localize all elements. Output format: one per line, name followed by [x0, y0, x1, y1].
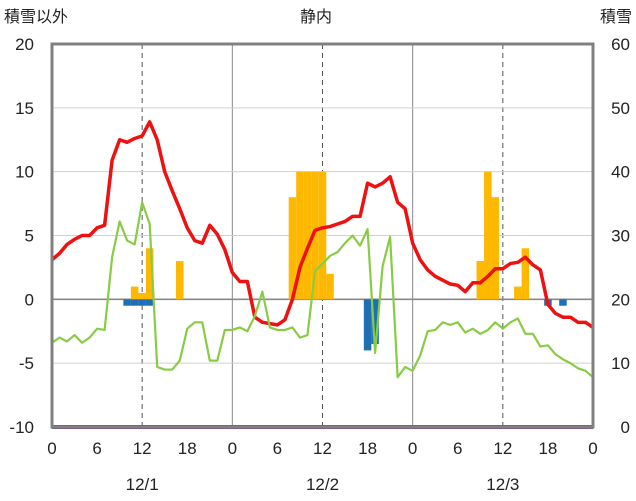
chart-title: 静内: [300, 8, 332, 26]
left-tick-label: 5: [25, 227, 34, 246]
precip-bar: [296, 171, 304, 300]
left-tick-label: 15: [15, 99, 34, 118]
x-tick-label: 6: [453, 439, 462, 458]
x-tick-label: 12: [313, 439, 332, 458]
plot-frame: [50, 42, 595, 429]
precip-bar: [491, 197, 500, 300]
series-line: [51, 201, 594, 379]
left-tick-label: 0: [25, 290, 34, 309]
left-tick-label: 10: [15, 163, 34, 182]
right-tick-label: 60: [611, 35, 630, 54]
x-tick-label: 0: [588, 439, 597, 458]
left-tick-label: -5: [19, 354, 34, 373]
precip-bar: [484, 171, 492, 300]
x-tick-label: 6: [273, 439, 282, 458]
precip-bar: [138, 299, 146, 306]
precip-bar: [123, 299, 131, 306]
precip-bar: [476, 261, 485, 300]
right-tick-label: 50: [611, 99, 630, 118]
precip-bar: [145, 248, 154, 300]
x-tick-label: 18: [178, 439, 197, 458]
precip-bar: [288, 197, 297, 300]
right-tick-label: 40: [611, 163, 630, 182]
x-tick-label: 12: [133, 439, 152, 458]
left-tick-label: 20: [15, 35, 34, 54]
x-tick-label: 18: [358, 439, 377, 458]
x-tick-label: 0: [408, 439, 417, 458]
left-axis-title: 積雪以外: [4, 8, 68, 26]
x-tick-label: 18: [538, 439, 557, 458]
precip-bar: [363, 299, 372, 351]
precip-bar: [130, 286, 139, 300]
left-tick-label: -10: [9, 418, 34, 437]
x-tick-label: 6: [92, 439, 101, 458]
x-tick-label: 0: [47, 439, 56, 458]
precip-bar: [559, 299, 567, 306]
x-tick-label: 0: [228, 439, 237, 458]
precip-bar: [326, 273, 334, 300]
precip-bar: [371, 299, 379, 345]
right-axis-title: 積雪: [600, 8, 632, 26]
series-line: [50, 120, 594, 329]
x-tick-label: 12: [493, 439, 512, 458]
precip-bar: [175, 261, 184, 300]
right-tick-label: 20: [611, 290, 630, 309]
precip-bar: [318, 171, 327, 300]
precip-bar: [130, 299, 139, 306]
precip-bar: [311, 171, 319, 300]
precip-bar: [521, 248, 530, 300]
precip-bar: [514, 286, 522, 300]
precip-bar: [145, 299, 154, 306]
right-tick-label: 10: [611, 354, 630, 373]
right-tick-label: 30: [611, 227, 630, 246]
date-label: 12/1: [126, 475, 159, 494]
right-tick-label: 0: [621, 418, 630, 437]
precip-bar: [303, 171, 312, 300]
date-label: 12/3: [486, 475, 519, 494]
date-label: 12/2: [306, 475, 339, 494]
precip-bar: [138, 292, 146, 300]
